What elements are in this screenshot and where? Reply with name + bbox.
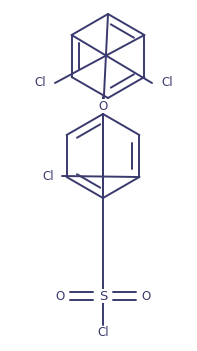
Text: O: O	[55, 290, 65, 303]
Text: Cl: Cl	[42, 170, 54, 183]
Text: S: S	[99, 290, 107, 303]
Text: O: O	[141, 290, 151, 303]
Text: Cl: Cl	[97, 326, 109, 339]
Text: Cl: Cl	[34, 77, 46, 90]
Text: O: O	[98, 99, 108, 113]
Text: Cl: Cl	[161, 77, 173, 90]
